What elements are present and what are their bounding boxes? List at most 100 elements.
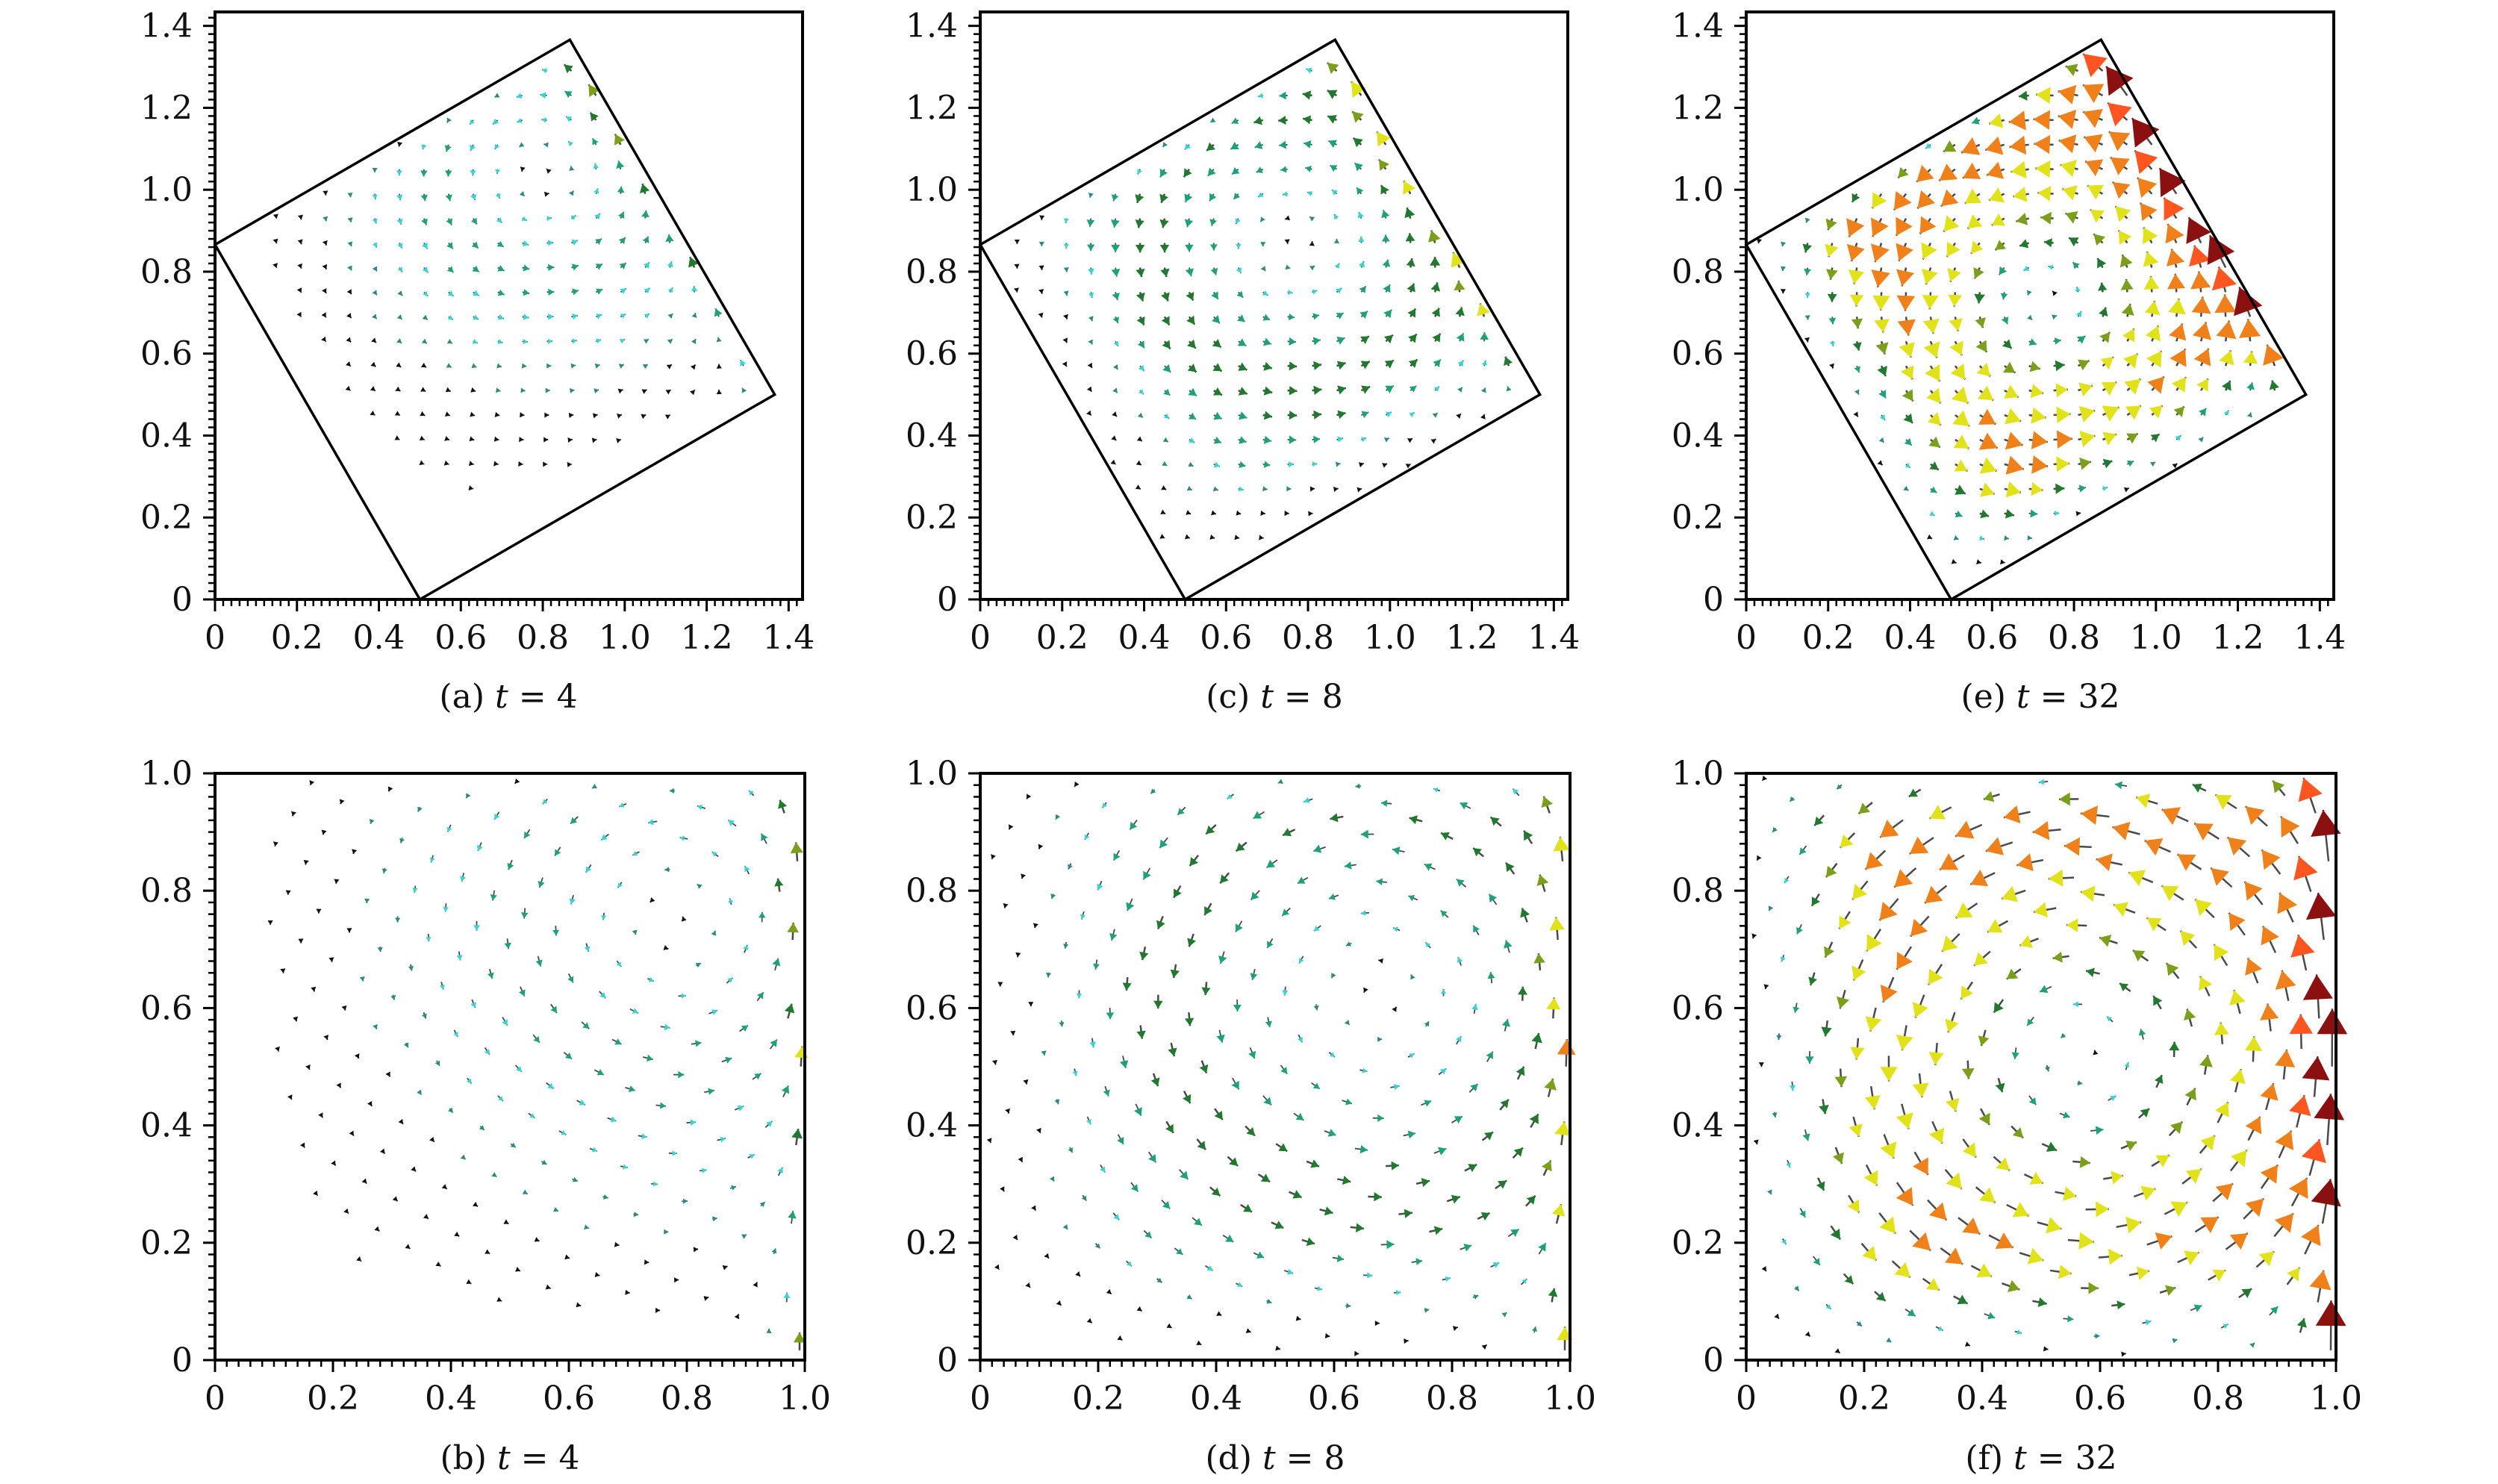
- vector-arrow: [2078, 405, 2096, 423]
- arrow-head: [1289, 337, 1297, 346]
- vector-arrow: [1087, 267, 1094, 275]
- arrow-head: [1987, 1312, 1996, 1320]
- arrow-head: [1235, 218, 1241, 225]
- vector-arrow: [1455, 1035, 1462, 1045]
- arrow-head: [495, 387, 501, 393]
- arrow-head: [1038, 844, 1044, 849]
- y-tick-label: 1.0: [140, 171, 193, 209]
- arrow-head: [2016, 212, 2028, 225]
- arrow-head: [1186, 485, 1192, 491]
- arrow-head: [471, 241, 479, 249]
- vector-arrow: [492, 118, 499, 125]
- vector-arrow: [1975, 340, 1988, 353]
- arrow-head: [991, 854, 996, 860]
- arrow-head: [1830, 1228, 1840, 1240]
- vector-arrow: [1984, 1312, 1996, 1320]
- vector-arrow: [1878, 390, 1887, 399]
- vector-arrow: [1404, 207, 1415, 219]
- vector-arrow: [1214, 1108, 1224, 1120]
- arrow-head: [1263, 461, 1271, 468]
- arrow-head: [1111, 435, 1117, 440]
- vector-arrow: [444, 144, 452, 152]
- vector-arrow: [1360, 361, 1371, 370]
- vector-arrow: [2168, 298, 2186, 317]
- vector-arrow: [697, 883, 703, 889]
- vector-arrow: [1380, 799, 1392, 807]
- arrow-head: [2055, 383, 2069, 398]
- vector-arrow: [1333, 238, 1340, 243]
- arrow-head: [2078, 484, 2087, 493]
- vector-arrow: [1789, 796, 1795, 802]
- arrow-head: [1337, 410, 1346, 420]
- vector-arrow: [1185, 243, 1194, 252]
- arrow-head: [1278, 1143, 1288, 1152]
- arrow-head: [546, 169, 552, 174]
- arrow-head: [444, 145, 452, 152]
- arrow-head: [1828, 317, 1837, 325]
- vector-arrow: [423, 290, 429, 297]
- arrow-head: [679, 835, 685, 841]
- vector-arrow: [405, 1244, 411, 1250]
- arrow-head: [1231, 1080, 1239, 1090]
- arrow-head: [1961, 1068, 1975, 1079]
- arrow-head: [642, 236, 650, 243]
- vector-arrow: [1385, 384, 1395, 394]
- vector-arrow: [1871, 192, 1887, 209]
- vector-arrow: [2010, 1125, 2024, 1139]
- vector-arrow: [1512, 1147, 1524, 1159]
- vector-arrow: [546, 1082, 555, 1090]
- vector-arrow: [1287, 289, 1293, 296]
- arrow-head: [1929, 805, 1946, 820]
- arrow-head: [2173, 406, 2184, 417]
- arrow-head: [2144, 301, 2161, 316]
- arrow-head: [1457, 387, 1463, 393]
- vector-arrow: [465, 793, 471, 799]
- arrow-head: [372, 242, 378, 248]
- vector-arrow: [2106, 1016, 2114, 1023]
- vector-arrow: [1358, 236, 1365, 243]
- vector-arrow: [712, 1216, 717, 1222]
- vector-arrow: [1209, 193, 1217, 202]
- arrow-head: [476, 844, 483, 852]
- arrow-head: [2085, 159, 2104, 177]
- vector-arrow: [1336, 410, 1346, 420]
- x-tick-label: 0.2: [307, 1379, 359, 1418]
- arrow-head: [1266, 859, 1276, 868]
- vector-arrow: [1488, 894, 1498, 905]
- vector-arrow: [2053, 337, 2061, 345]
- arrow-head: [2096, 853, 2113, 872]
- arrow-head: [1136, 436, 1142, 442]
- arrow-head: [396, 362, 402, 367]
- arrow-head: [2034, 902, 2048, 917]
- arrow-head: [2040, 211, 2052, 225]
- vector-arrow: [1480, 332, 1489, 342]
- arrow-head: [2075, 511, 2081, 517]
- arrow-head: [1799, 847, 1807, 855]
- vector-arrow: [2009, 135, 2029, 155]
- vector-arrow: [752, 1073, 761, 1080]
- vector-arrow: [2103, 1170, 2124, 1185]
- x-tick-label: 0.8: [661, 1379, 713, 1418]
- vector-arrow: [1162, 437, 1169, 443]
- vector-arrow: [1205, 823, 1217, 835]
- arrow-head: [496, 1297, 502, 1302]
- vector-arrow: [1186, 510, 1192, 515]
- vector-arrow: [2004, 408, 2022, 425]
- arrow-head: [1383, 309, 1392, 319]
- arrow-head: [522, 1189, 528, 1194]
- vector-arrow: [1313, 925, 1321, 932]
- vector-arrow: [1406, 258, 1415, 268]
- arrow-head: [1854, 366, 1861, 372]
- vector-arrow: [473, 920, 480, 931]
- vector-arrow: [491, 1172, 497, 1178]
- vector-arrow: [495, 193, 501, 199]
- vector-arrow: [439, 982, 445, 990]
- arrow-head: [2079, 1156, 2090, 1168]
- arrow-head: [1313, 435, 1321, 443]
- arrow-head: [1186, 1294, 1192, 1300]
- arrow-head: [2023, 265, 2030, 271]
- y-tick-label: 0.4: [906, 417, 958, 455]
- vector-arrow: [1430, 282, 1441, 293]
- arrow-head: [2084, 134, 2103, 153]
- arrow-head: [1162, 461, 1168, 466]
